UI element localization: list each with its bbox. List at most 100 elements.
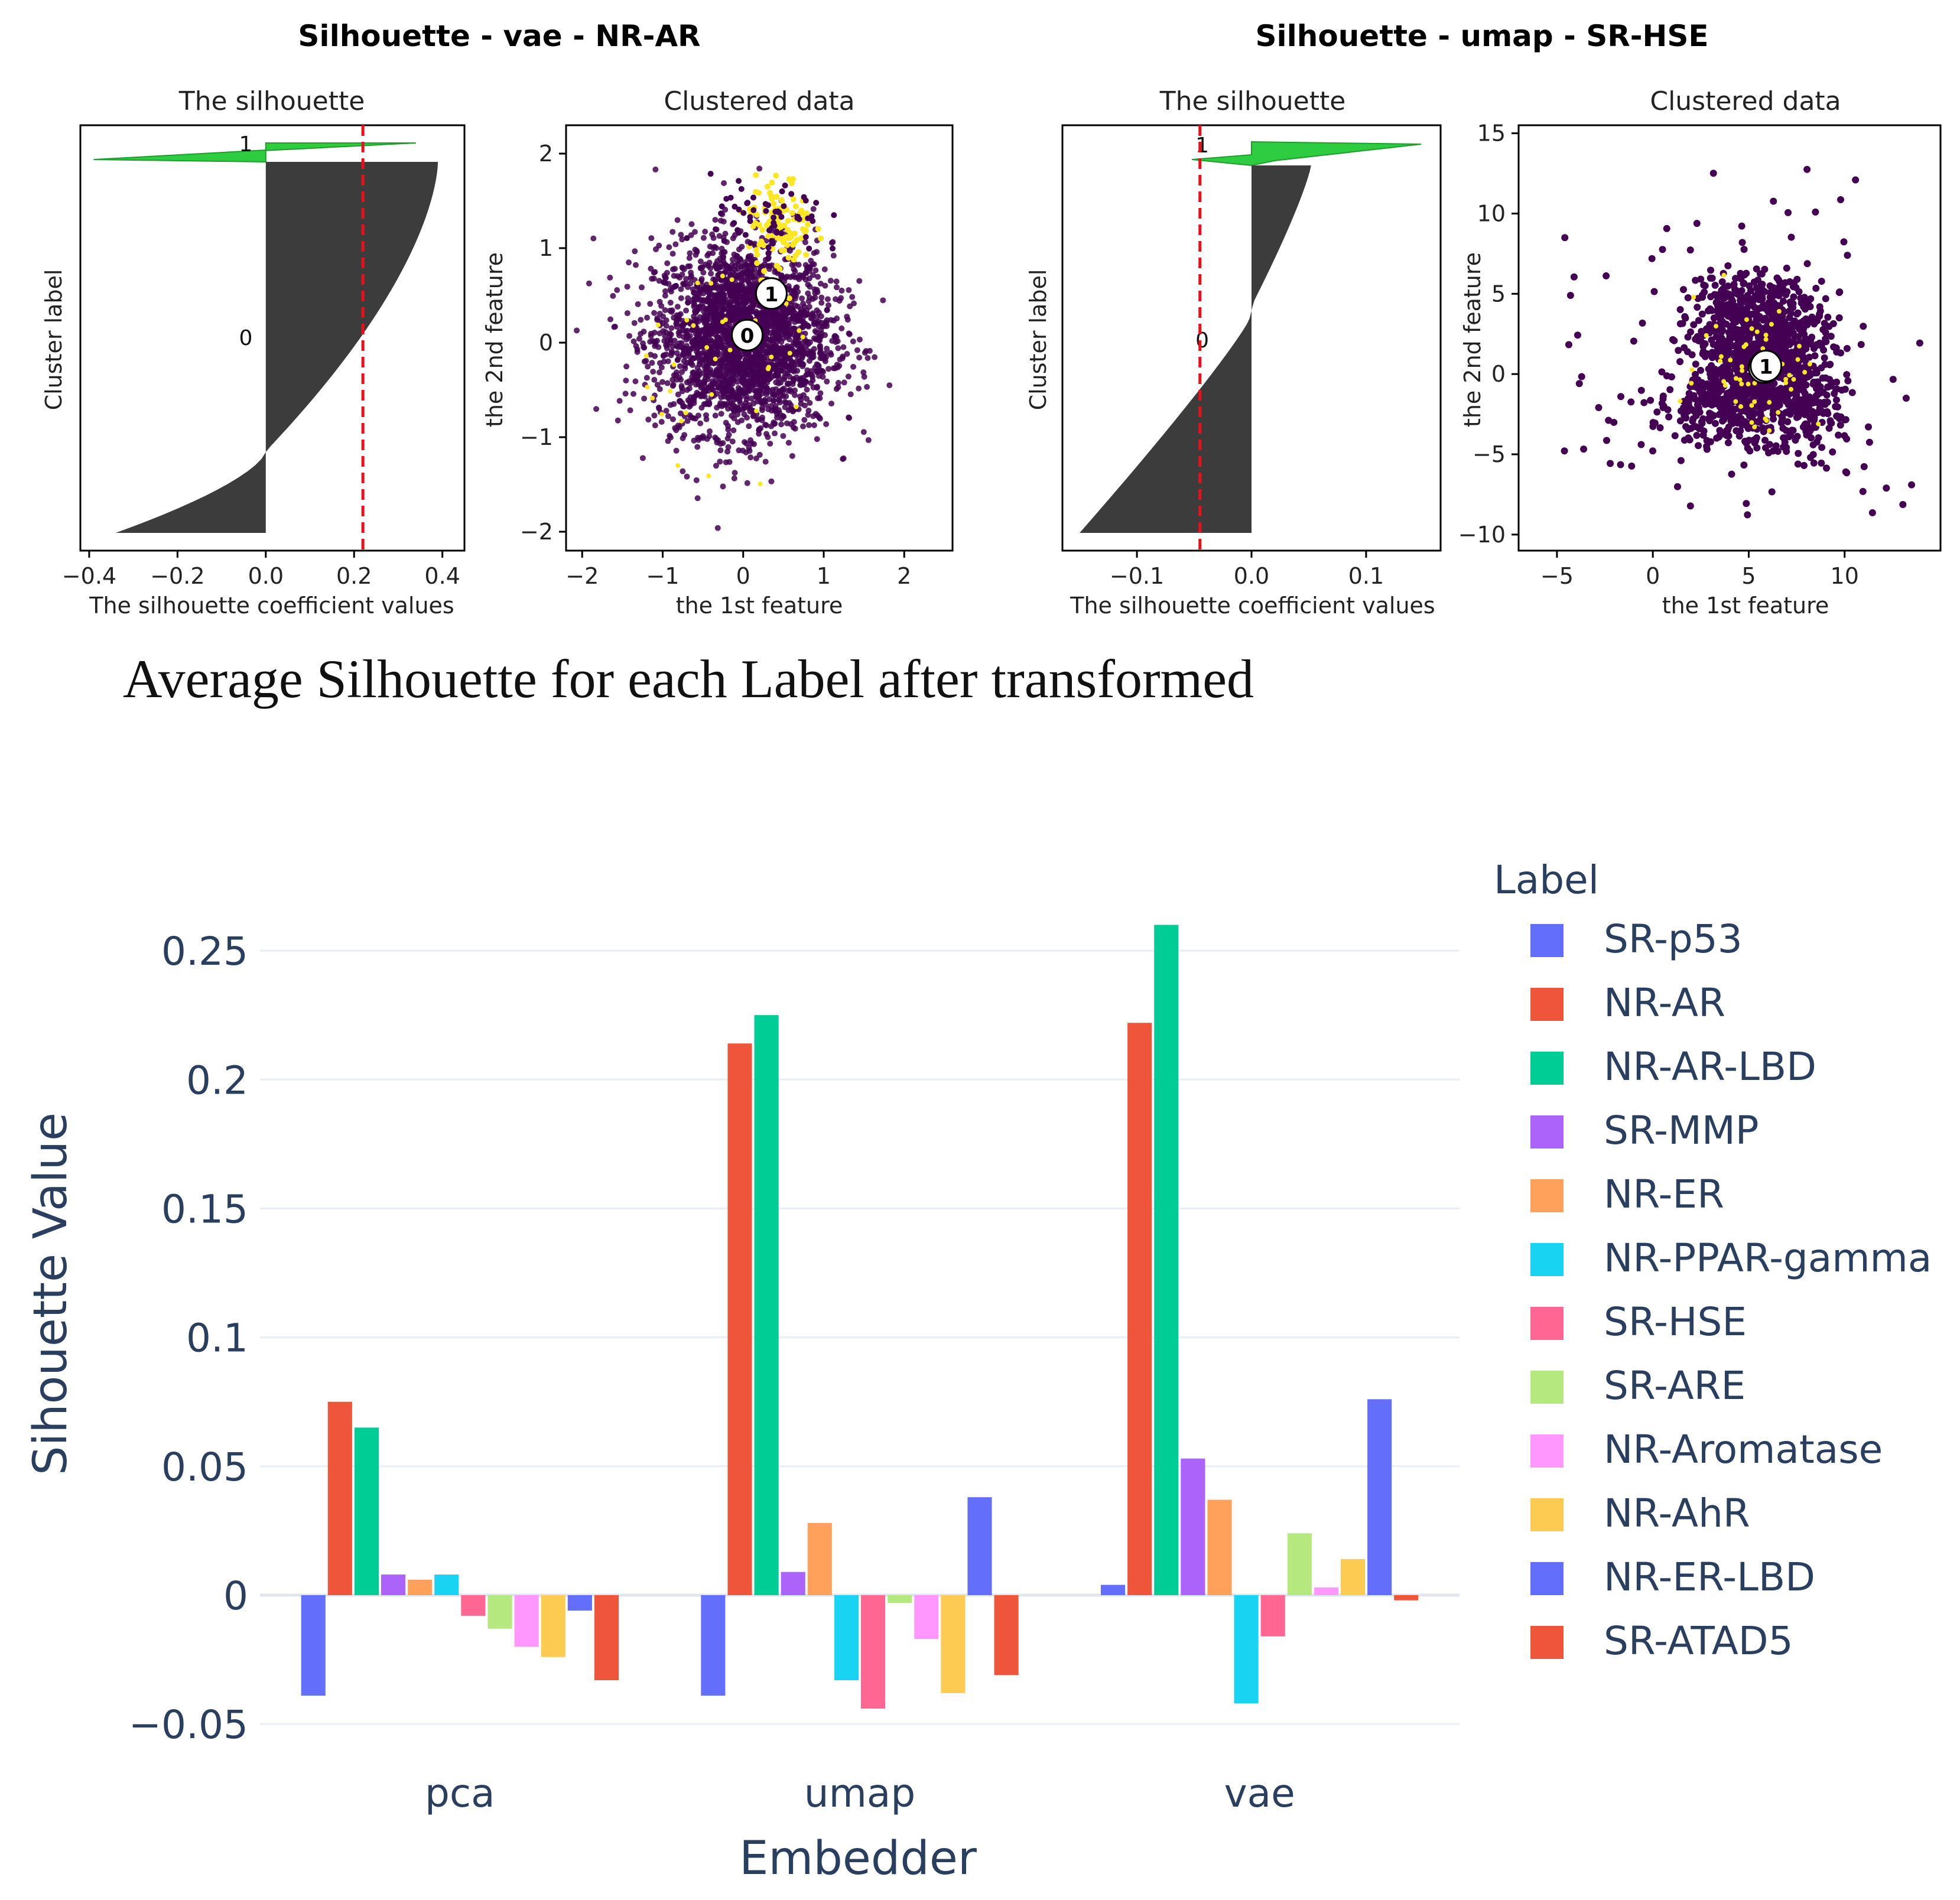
legend-item[interactable]: SR-ATAD5 [1530,1618,1793,1664]
scatter-point-class-0 [1794,309,1802,317]
scatter-point-class-0 [729,315,735,321]
scatter-point-class-1 [753,247,759,253]
scatter-point-class-0 [673,447,680,454]
scatter-point-class-0 [785,407,792,414]
scatter-point-class-0 [731,220,737,226]
scatter-point-class-0 [737,271,743,278]
silhouette-vae-frame [79,124,466,552]
legend-item[interactable]: NR-AR-LBD [1530,1044,1816,1089]
scatter-point-class-0 [838,287,845,294]
scatter-point-class-0 [740,447,746,454]
legend-item[interactable]: SR-p53 [1530,916,1743,962]
scatter-point-class-0 [1818,342,1825,350]
scatter-point-class-0 [1788,427,1796,434]
scatter-umap-points [1561,165,1923,519]
legend-item[interactable]: NR-AhR [1530,1491,1750,1536]
legend-label: SR-p53 [1604,916,1743,962]
scatter-point-class-0 [1703,443,1711,450]
scatter-point-class-1 [704,345,710,350]
scatter-point-class-0 [1759,424,1767,432]
scatter-point-class-0 [728,400,734,406]
scatter-point-class-0 [1795,450,1802,457]
scatter-point-class-0 [1740,461,1748,469]
legend-swatch [1530,1562,1564,1595]
scatter-point-class-0 [1743,500,1750,507]
scatter-point-class-0 [1728,470,1735,478]
scatter-point-class-0 [846,415,853,421]
legend-item[interactable]: SR-MMP [1530,1108,1759,1153]
scatter-point-class-1 [1769,321,1774,327]
scatter-point-class-0 [763,313,769,319]
scatter-point-class-0 [1718,278,1726,286]
scatter-point-class-0 [641,395,648,402]
legend-label: NR-ER [1604,1172,1724,1217]
scatter-point-class-0 [739,376,746,382]
scatter-point-class-0 [828,352,834,358]
scatter-point-class-0 [678,232,684,238]
legend-item[interactable]: NR-AR [1530,980,1725,1026]
scatter-point-class-1 [1749,403,1754,408]
scatter-point-class-0 [758,383,765,390]
scatter-point-class-0 [1774,447,1782,455]
scatter-point-class-0 [703,354,710,361]
scatter-point-class-0 [1766,282,1774,289]
scatter-point-class-0 [1800,461,1808,469]
scatter-point-class-0 [1743,298,1750,306]
scatter-point-class-0 [744,351,750,357]
scatter-point-class-0 [675,391,681,398]
scatter-point-class-0 [1778,418,1786,425]
scatter-point-class-0 [1835,431,1842,439]
scatter-vae-center-marker [755,277,788,310]
scatter-point-class-1 [786,295,792,301]
scatter-point-class-0 [697,359,703,365]
scatter-point-class-0 [805,290,811,297]
scatter-point-class-0 [1796,380,1804,388]
scatter-point-class-0 [734,227,741,233]
scatter-point-class-0 [1826,360,1834,368]
scatter-point-class-0 [801,194,807,200]
scatter-point-class-1 [1718,359,1723,364]
scatter-point-class-0 [1803,260,1811,268]
scatter-point-class-0 [1649,447,1657,455]
scatter-point-class-0 [718,210,724,217]
scatter-point-class-0 [1666,386,1674,393]
legend-item[interactable]: NR-PPAR-gamma [1530,1235,1932,1281]
scatter-point-class-1 [752,220,759,226]
scatter-point-class-0 [712,314,719,321]
scatter-point-class-0 [1787,399,1795,406]
scatter-point-class-0 [723,277,729,284]
scatter-point-class-0 [1782,398,1789,405]
legend-item[interactable]: SR-ARE [1530,1363,1746,1408]
scatter-point-class-0 [687,333,693,339]
scatter-point-class-0 [1746,398,1753,405]
legend-item[interactable]: SR-HSE [1530,1299,1747,1345]
scatter-point-class-0 [632,378,639,385]
scatter-point-class-0 [1679,320,1686,327]
scatter-point-class-0 [814,249,820,255]
scatter-point-class-0 [747,218,753,225]
scatter-point-class-0 [720,218,727,225]
legend-item[interactable]: NR-ER [1530,1172,1724,1217]
scatter-point-class-0 [1741,350,1749,357]
scatter-point-class-0 [780,432,786,439]
scatter-point-class-0 [1744,333,1752,341]
scatter-point-class-0 [824,296,831,302]
scatter-point-class-0 [1637,441,1645,448]
legend: SR-p53 NR-AR NR-AR-LBD SR-MMP NR-ER NR-PPAR-g… [1530,916,1932,1664]
scatter-point-class-0 [1718,328,1725,336]
legend-label: NR-ER-LBD [1604,1554,1815,1600]
scatter-point-class-0 [744,267,750,274]
scatter-point-class-0 [818,294,825,301]
legend-item[interactable]: NR-ER-LBD [1530,1554,1815,1600]
scatter-point-class-0 [634,349,641,355]
legend-item[interactable]: NR-Aromatase [1530,1427,1883,1472]
scatter-point-class-0 [801,378,808,385]
scatter-point-class-0 [803,342,810,349]
scatter-point-class-0 [685,263,691,269]
scatter-point-class-0 [1806,393,1813,401]
scatter-point-class-0 [1740,388,1748,395]
scatter-point-class-0 [732,470,738,476]
scatter-point-class-0 [615,417,621,424]
scatter-point-class-0 [807,352,813,359]
scatter-point-class-0 [784,334,790,340]
